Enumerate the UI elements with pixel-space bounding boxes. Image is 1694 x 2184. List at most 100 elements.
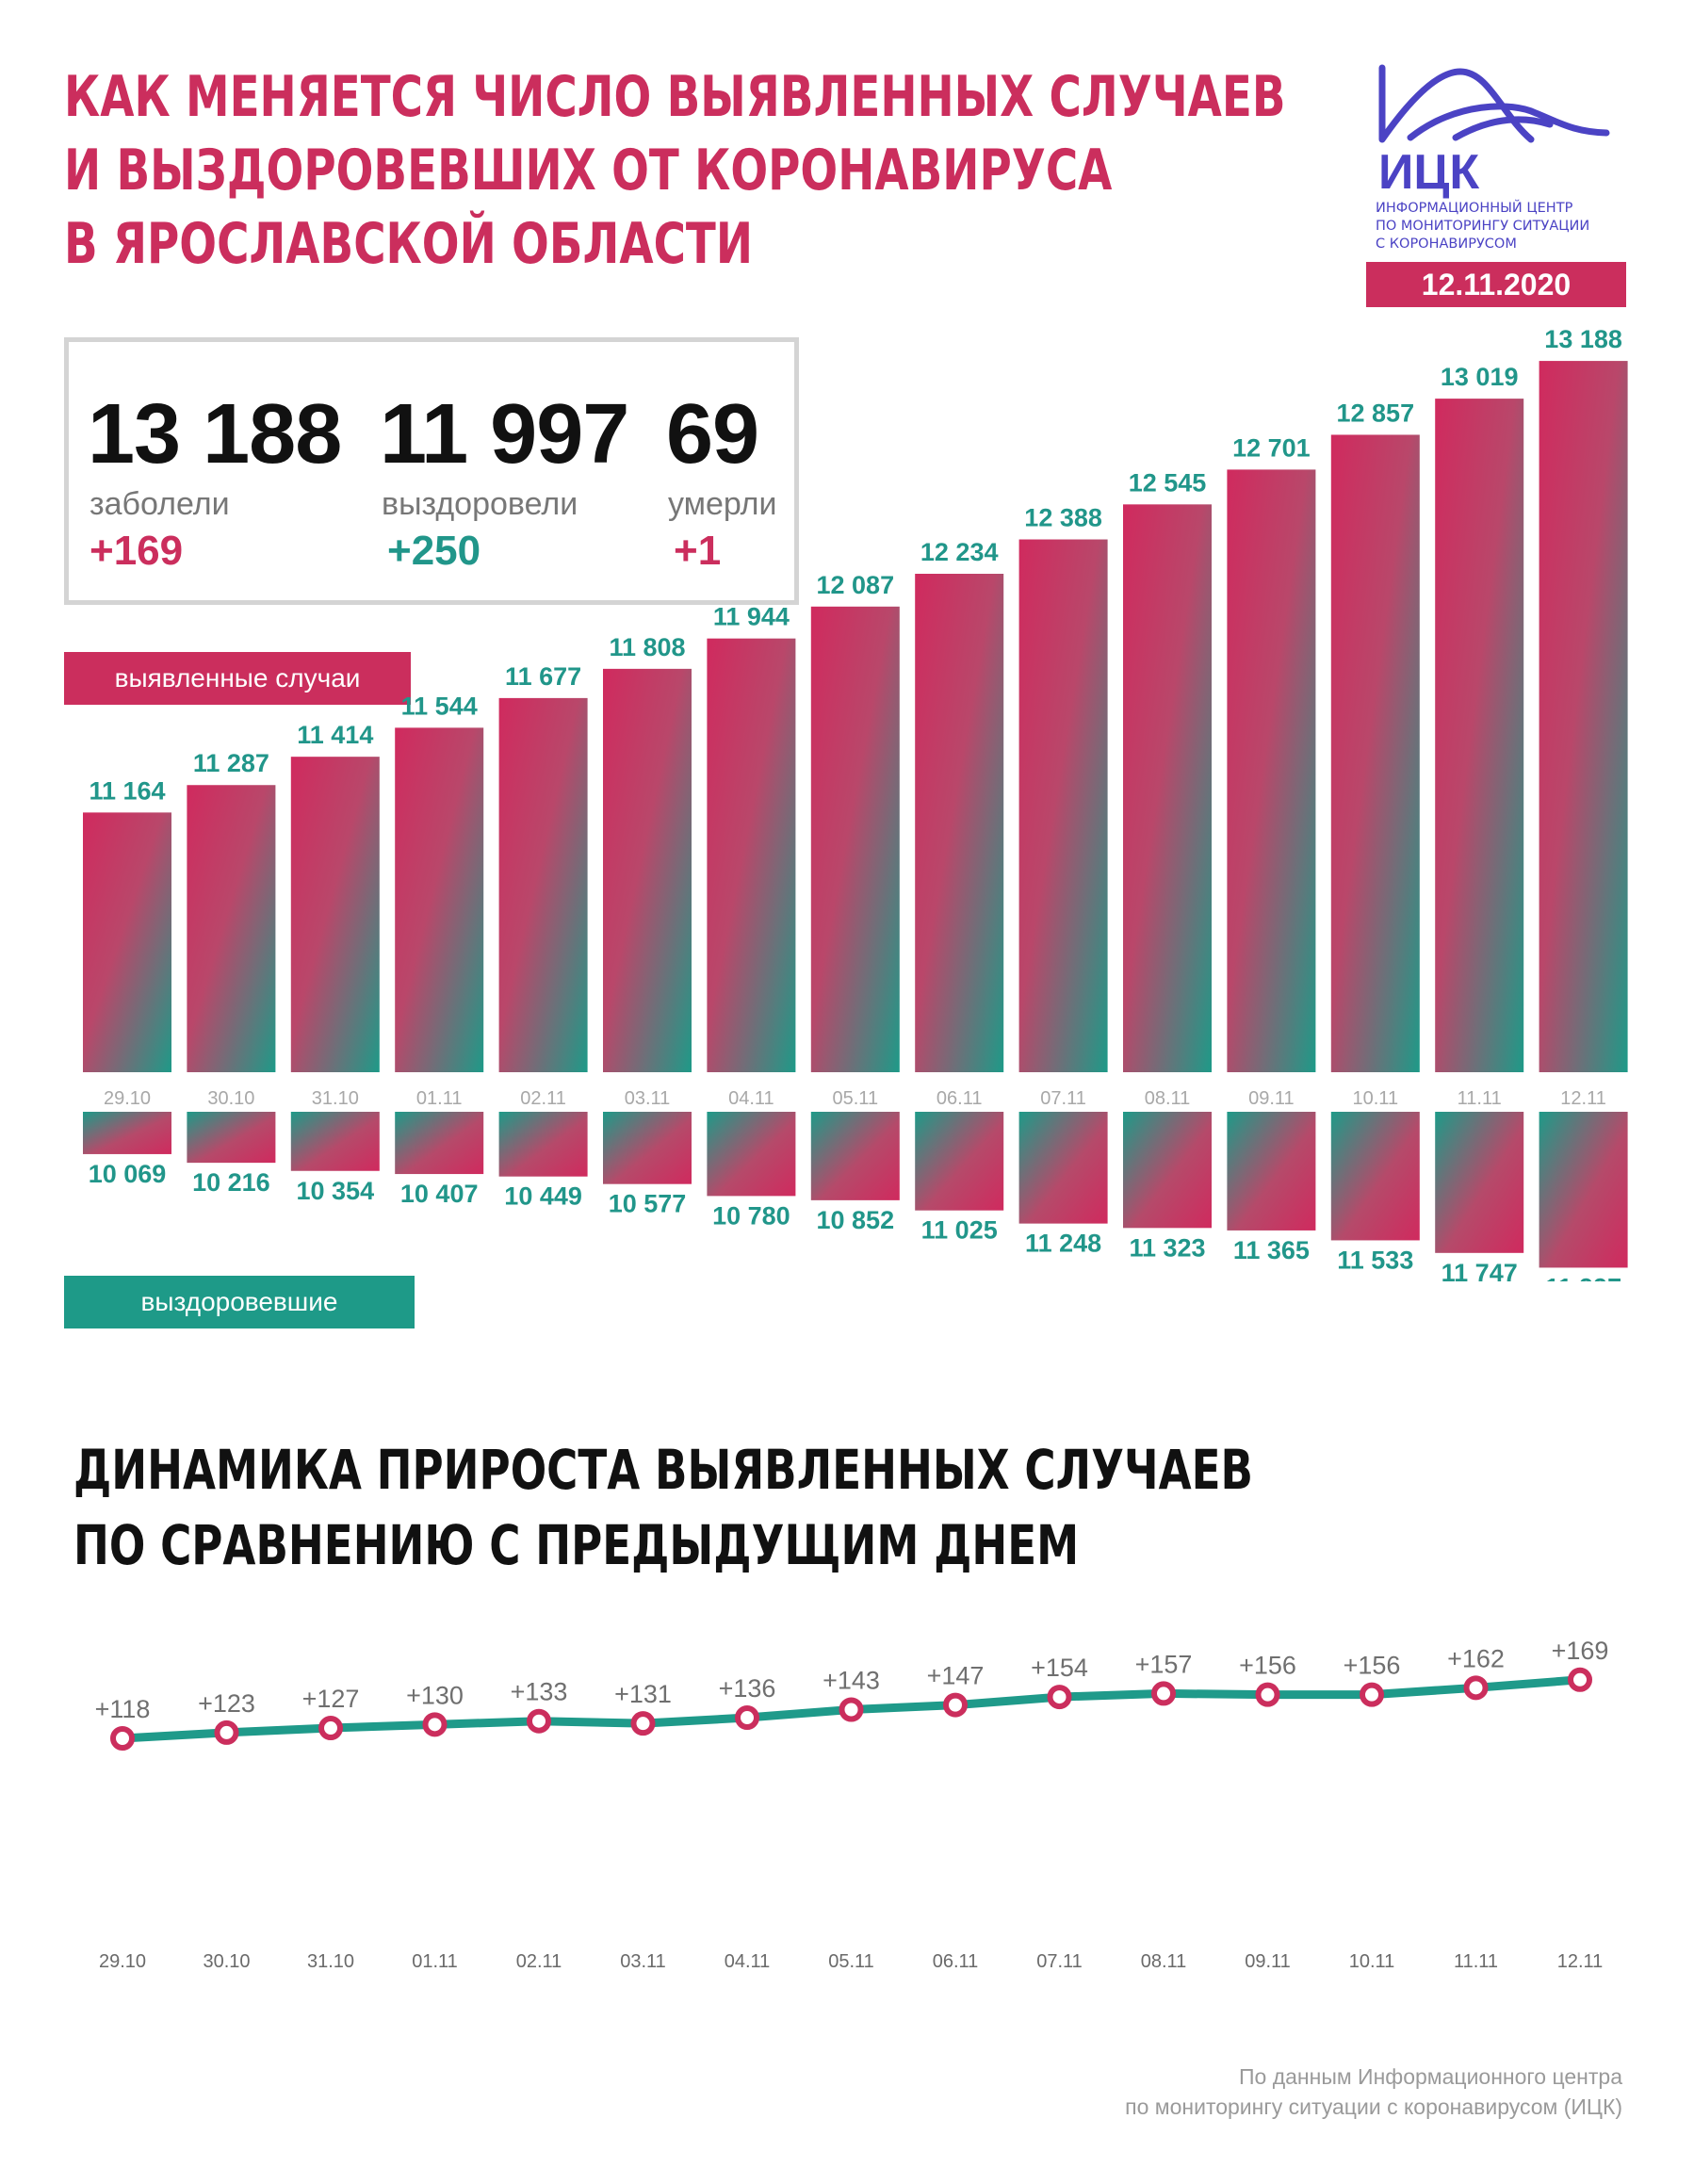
- growth-value-label: +156: [1239, 1652, 1296, 1680]
- recovered-bar-10.11: [1330, 1112, 1420, 1241]
- legend-recovered: выздоровевшие: [64, 1276, 415, 1328]
- growth-value-label: +162: [1447, 1644, 1505, 1672]
- cases-bar-label: 12 857: [1337, 399, 1415, 427]
- growth-x-label: 10.11: [1349, 1951, 1395, 1972]
- stat-recovered-value: 11 997: [380, 387, 629, 481]
- cases-bar-29.10: [83, 812, 171, 1072]
- recovered-bar-label: 10 852: [817, 1206, 895, 1234]
- growth-heading-line-2: ПО СРАВНЕНИЮ С ПРЕДЫДУЩИМ ДНЕМ: [73, 1513, 1080, 1577]
- recovered-bar-03.11: [603, 1112, 692, 1184]
- bar-x-label: 06.11: [937, 1088, 983, 1109]
- stat-cases-value: 13 188: [88, 387, 342, 481]
- cases-bar-label: 13 019: [1441, 363, 1519, 391]
- logo-abbr: ИЦК: [1378, 145, 1479, 200]
- stat-recovered-label: выздоровели: [382, 486, 578, 522]
- growth-point-12.11: [1568, 1667, 1592, 1692]
- growth-value-label: +156: [1344, 1652, 1401, 1680]
- cases-bar-label: 11 414: [297, 721, 373, 749]
- stat-recovered-delta: +250: [387, 528, 481, 574]
- bar-x-label: 29.10: [104, 1088, 151, 1109]
- source-line-2: по мониторингу ситуации с коронавирусом …: [1125, 2094, 1622, 2119]
- growth-value-label: +123: [198, 1689, 255, 1718]
- growth-value-label: +130: [406, 1681, 464, 1709]
- cases-bar-31.10: [290, 757, 380, 1072]
- growth-x-label: 29.10: [99, 1951, 146, 1972]
- bar-x-label: 08.11: [1145, 1088, 1191, 1109]
- logo-curve-icon: [1378, 64, 1535, 143]
- growth-point-09.11: [1255, 1682, 1280, 1707]
- bar-x-labels: 29.10 30.10 31.10 01.11 02.11 03.11 04.11 05.11…: [104, 1088, 1606, 1109]
- recovered-bar-06.11: [915, 1112, 1004, 1211]
- page-title: КАК МЕНЯЕТСЯ ЧИСЛО ВЫЯВЛЕННЫХ СЛУЧАЕВ И …: [64, 60, 1286, 281]
- growth-point-04.11: [735, 1705, 759, 1731]
- recovered-bar-02.11: [498, 1112, 588, 1177]
- cases-bar-label: 11 544: [401, 692, 478, 720]
- growth-point-01.11: [422, 1712, 448, 1737]
- recovered-bar-label: 10 407: [400, 1180, 479, 1208]
- bar-chart: 11 164 11 287 11 414 11 544 11 677 11 808 11 9…: [83, 325, 1628, 1281]
- growth-point-30.10: [214, 1719, 239, 1745]
- recovered-bar-label: 10 780: [712, 1201, 790, 1230]
- growth-x-label: 11.11: [1454, 1951, 1498, 1972]
- recovered-bar-05.11: [810, 1112, 900, 1200]
- recovered-bar-30.10: [187, 1112, 276, 1164]
- growth-line-chart: +118 +123 +127 +130 +133 +131 +136 +143 +147 +154…: [95, 1637, 1609, 1972]
- recovered-bar-label: 11 533: [1337, 1246, 1413, 1274]
- cases-bar-label: 11 677: [505, 662, 581, 691]
- cases-bar-01.11: [395, 727, 484, 1072]
- stat-deaths-label: умерли: [668, 486, 777, 522]
- title-line-1: КАК МЕНЯЕТСЯ ЧИСЛО ВЫЯВЛЕННЫХ СЛУЧАЕВ: [64, 64, 1286, 130]
- bar-x-label: 30.10: [207, 1088, 254, 1109]
- growth-x-label: 04.11: [725, 1951, 771, 1972]
- growth-value-label: +136: [719, 1674, 776, 1703]
- recovered-bar-08.11: [1123, 1112, 1212, 1229]
- growth-x-label: 06.11: [933, 1951, 979, 1972]
- growth-heading: ДИНАМИКА ПРИРОСТА ВЫЯВЛЕННЫХ СЛУЧАЕВ ПО …: [73, 1432, 1253, 1583]
- growth-x-label: 12.11: [1557, 1951, 1604, 1972]
- cases-bar-label: 12 234: [920, 538, 999, 566]
- cases-bar-label: 11 808: [609, 633, 685, 661]
- cases-bar-11.11: [1435, 399, 1524, 1072]
- bar-x-label: 09.11: [1248, 1088, 1295, 1109]
- cases-bar-10.11: [1330, 434, 1420, 1072]
- itsk-logo: ИЦК: [1378, 64, 1610, 200]
- bar-x-label: 03.11: [625, 1088, 671, 1109]
- growth-point-05.11: [839, 1697, 864, 1722]
- title-line-2: И ВЫЗДОРОВЕВШИХ ОТ КОРОНАВИРУСА: [64, 138, 1113, 204]
- growth-x-label: 07.11: [1036, 1951, 1083, 1972]
- logo-arc-icon: [1452, 116, 1554, 141]
- recovered-bar-label: 10 216: [192, 1168, 270, 1197]
- growth-value-label: +133: [511, 1678, 568, 1706]
- recovered-bar-label: 10 449: [504, 1182, 582, 1211]
- growth-x-label: 05.11: [828, 1951, 874, 1972]
- recovered-bar-07.11: [1018, 1112, 1108, 1224]
- cases-bar-12.11: [1539, 361, 1628, 1072]
- cases-bar-label: 13 188: [1544, 325, 1622, 353]
- cases-bar-label: 11 164: [89, 776, 165, 805]
- cases-bar-02.11: [498, 697, 588, 1072]
- cases-bar-05.11: [810, 606, 900, 1072]
- growth-heading-line-1: ДИНАМИКА ПРИРОСТА ВЫЯВЛЕННЫХ СЛУЧАЕВ: [73, 1438, 1253, 1502]
- growth-value-label: +169: [1552, 1637, 1609, 1665]
- date-badge: 12.11.2020: [1366, 262, 1626, 307]
- stats-box: 13 188 заболели +169 11 997 выздоровели …: [64, 337, 799, 605]
- growth-x-label: 03.11: [620, 1951, 666, 1972]
- growth-x-label: 09.11: [1245, 1951, 1291, 1972]
- growth-value-label: +127: [302, 1685, 360, 1713]
- growth-x-label: 02.11: [516, 1951, 562, 1972]
- growth-value-labels: +118 +123 +127 +130 +133 +131 +136 +143 +147 +154…: [95, 1637, 1609, 1723]
- recovered-bar-label: 11 997: [1545, 1273, 1621, 1281]
- growth-x-labels: 29.10 30.10 31.10 01.11 02.11 03.11 04.11 05.11…: [99, 1951, 1603, 1972]
- bar-x-label: 01.11: [416, 1088, 463, 1109]
- recovered-bar-label: 10 354: [297, 1177, 375, 1205]
- recovered-bar-04.11: [707, 1112, 796, 1197]
- legend-cases: выявленные случаи: [64, 652, 411, 705]
- title-line-3: В ЯРОСЛАВСКОЙ ОБЛАСТИ: [64, 211, 754, 277]
- logo-caption-line-3: С КОРОНАВИРУСОМ: [1376, 236, 1517, 252]
- cases-bars: 11 164 11 287 11 414 11 544 11 677 11 808 11 9…: [83, 325, 1628, 1072]
- bar-x-label: 07.11: [1040, 1088, 1086, 1109]
- growth-point-29.10: [110, 1726, 135, 1751]
- recovered-bar-label: 11 365: [1233, 1236, 1310, 1264]
- bar-x-label: 12.11: [1560, 1088, 1606, 1109]
- logo-wave-icon: [1407, 103, 1610, 141]
